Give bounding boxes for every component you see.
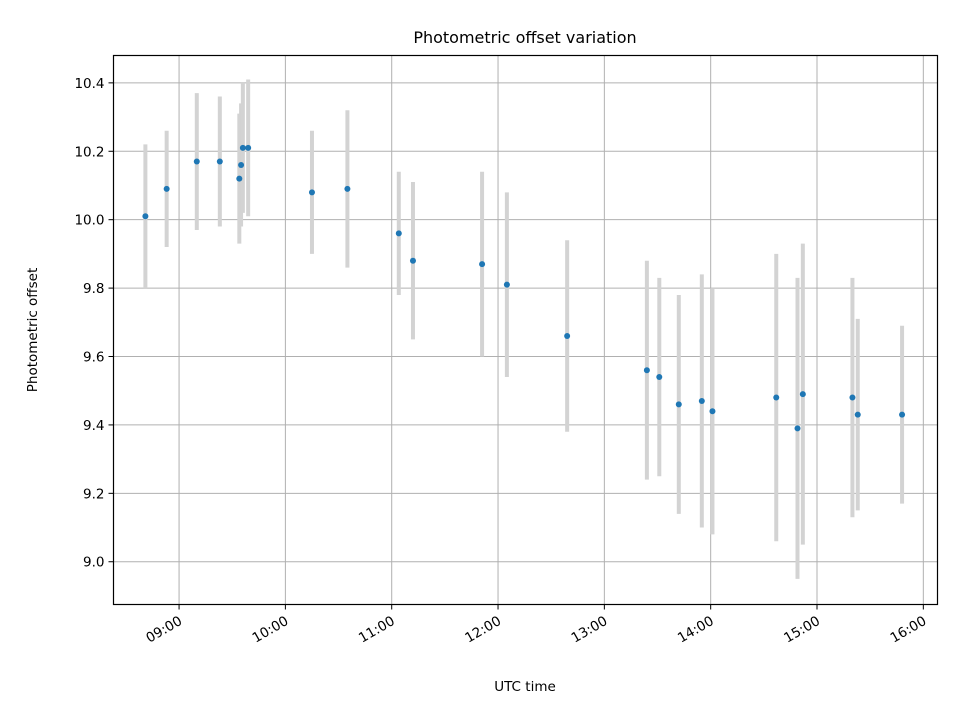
data-point bbox=[709, 408, 716, 415]
data-point bbox=[799, 391, 806, 398]
plot-frame bbox=[112, 54, 939, 606]
data-point bbox=[238, 161, 245, 168]
data-point bbox=[409, 257, 416, 264]
data-point bbox=[245, 144, 252, 151]
data-point bbox=[308, 189, 315, 196]
x-axis-label: UTC time bbox=[494, 679, 556, 695]
chart-title: Photometric offset variation bbox=[413, 28, 636, 47]
y-tick-label: 10.2 bbox=[74, 144, 104, 160]
data-point bbox=[193, 158, 200, 165]
data-point bbox=[698, 397, 705, 404]
data-point bbox=[675, 401, 682, 408]
y-axis-label: Photometric offset bbox=[25, 268, 41, 392]
data-point bbox=[564, 332, 571, 339]
data-point bbox=[656, 374, 663, 381]
y-tick-label: 9.8 bbox=[83, 281, 104, 297]
data-point bbox=[395, 230, 402, 237]
y-tick-label: 9.2 bbox=[83, 486, 104, 502]
data-points bbox=[142, 144, 906, 432]
data-point bbox=[794, 425, 801, 432]
data-point bbox=[344, 185, 351, 192]
y-tick-label: 9.6 bbox=[83, 350, 104, 366]
data-point bbox=[142, 213, 149, 220]
data-point bbox=[773, 394, 780, 401]
data-point bbox=[479, 261, 486, 268]
y-tick-label: 9.4 bbox=[83, 418, 104, 434]
data-point bbox=[854, 411, 861, 418]
data-point bbox=[643, 367, 650, 374]
data-point bbox=[239, 144, 246, 151]
data-point bbox=[216, 158, 223, 165]
y-tick-label: 9.0 bbox=[83, 555, 104, 571]
data-point bbox=[503, 281, 510, 288]
y-axis-ticks: 9.0 9.2 9.4 9.6 9.8 10.0 10.2 10.4 bbox=[74, 76, 114, 571]
y-tick-label: 10.4 bbox=[74, 76, 104, 92]
data-point bbox=[849, 394, 856, 401]
y-tick-label: 10.0 bbox=[74, 213, 104, 229]
data-point bbox=[899, 411, 906, 418]
data-point bbox=[163, 185, 170, 192]
data-point bbox=[236, 175, 243, 182]
